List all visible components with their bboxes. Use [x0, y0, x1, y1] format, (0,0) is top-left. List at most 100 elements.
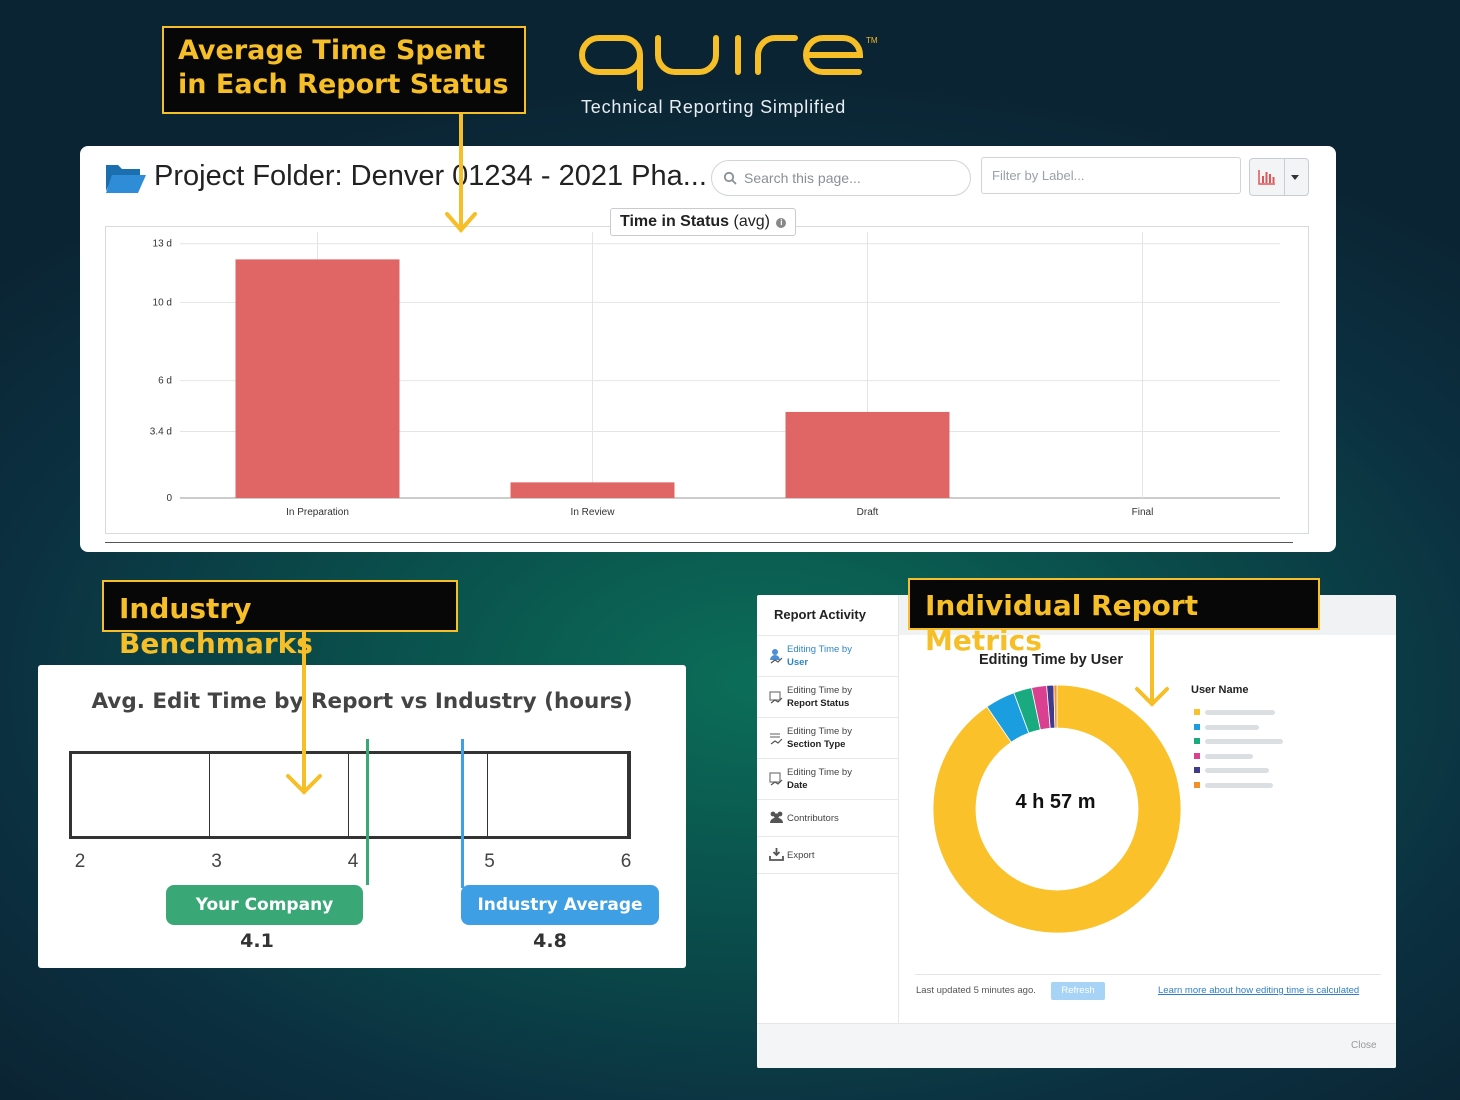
learn-more-link[interactable]: Learn more about how editing time is cal…	[1158, 985, 1360, 996]
sidebar-header: Report Activity	[774, 607, 866, 622]
your-company-badge: Your Company	[166, 885, 363, 925]
callout-individual-report-metrics: Individual Report Metrics	[908, 578, 1320, 657]
scale-tick	[209, 754, 210, 836]
chart-frame: 0 3.4 d 6 d 10 d 13 d In Preparation In Review…	[105, 226, 1309, 534]
chart-title-text: Time in Status	[620, 213, 730, 230]
close-button[interactable]: Close	[1351, 1040, 1377, 1051]
industry-average-value: 4.8	[533, 930, 567, 952]
sidebar-item-export[interactable]: Export	[757, 836, 899, 873]
legend-swatch	[1194, 738, 1200, 744]
donut-chart-title: Editing Time by User	[979, 652, 1123, 668]
legend-name-placeholder	[1205, 739, 1283, 744]
scale-tick	[487, 754, 488, 836]
sidebar-item-label: Editing Time by	[787, 644, 852, 655]
x-tick-label: In Review	[571, 507, 616, 518]
modal-footer	[757, 1023, 1396, 1068]
sidebar-item-label-bold: Report Status	[787, 698, 850, 709]
section-chart-icon	[770, 733, 783, 745]
scale-tick-label: 2	[74, 851, 86, 872]
calendar-chart-icon	[769, 772, 783, 786]
chart-title-suffix: (avg)	[733, 213, 770, 230]
legend-name-placeholder	[1205, 782, 1273, 788]
sidebar-item-label-bold: Section Type	[787, 739, 846, 750]
chevron-down-icon[interactable]	[1291, 175, 1299, 180]
bar[interactable]	[235, 259, 400, 498]
sidebar-item-editing-time-by-date[interactable]: Editing Time by Date	[757, 758, 899, 799]
info-icon[interactable]: i	[776, 218, 787, 228]
time-in-status-panel: Project Folder: Denver 01234 - 2021 Pha.…	[80, 146, 1336, 552]
export-icon	[769, 848, 784, 861]
benchmark-title: Avg. Edit Time by Report vs Industry (ho…	[91, 689, 633, 714]
search-placeholder: Search this page...	[744, 170, 861, 186]
last-updated-text: Last updated 5 minutes ago.	[916, 985, 1036, 996]
donut-slice[interactable]	[1053, 684, 1058, 729]
legend-swatch	[1194, 752, 1200, 759]
sidebar-item-label-bold: User	[787, 657, 809, 668]
y-tick-label: 13 d	[153, 239, 172, 250]
donut-center-total: 4 h 57 m	[1015, 791, 1096, 813]
sidebar-item-editing-time-by-section-type[interactable]: Editing Time by Section Type	[757, 717, 899, 758]
legend-name-placeholder	[1205, 710, 1275, 715]
sidebar-divider	[757, 873, 899, 874]
page-title: Project Folder: Denver 01234 - 2021 Pha.…	[154, 160, 707, 192]
donut-slice[interactable]	[932, 684, 1182, 934]
legend-name-placeholder	[1205, 753, 1253, 759]
x-tick-label: Draft	[857, 507, 879, 518]
callout-line: in Each Report Status	[178, 68, 509, 100]
user-chart-icon	[770, 649, 783, 664]
scale-tick-label: 4	[347, 851, 359, 872]
bar[interactable]	[785, 411, 950, 498]
footer-divider	[915, 974, 1381, 975]
search-icon	[723, 171, 737, 185]
callout-average-time-status: Average Time Spent in Each Report Status	[162, 26, 526, 114]
report-activity-sidebar: Report Activity Editing Time by User Edi…	[757, 595, 899, 1023]
scale-tick-label: 5	[484, 851, 495, 872]
editing-time-donut-chart	[932, 684, 1182, 934]
your-company-value: 4.1	[240, 930, 274, 952]
y-tick-label: 6 d	[158, 376, 172, 387]
button-divider	[1284, 159, 1285, 195]
sidebar-item-label: Contributors	[787, 813, 839, 824]
brand-tagline: Technical Reporting Simplified	[581, 97, 847, 117]
x-tick-label: Final	[1132, 507, 1154, 518]
chart-title: Time in Status (avg) i	[610, 208, 797, 236]
benchmark-scale	[69, 751, 631, 839]
legend-swatch	[1194, 723, 1200, 730]
legend-swatch	[1194, 781, 1200, 788]
legend-swatch	[1194, 709, 1200, 715]
sidebar-item-label: Editing Time by	[787, 726, 852, 737]
filter-placeholder: Filter by Label...	[992, 168, 1085, 183]
bar[interactable]	[510, 482, 675, 498]
y-tick-label: 3.4 d	[150, 427, 172, 438]
sidebar-item-label: Editing Time by	[787, 685, 852, 696]
panel-divider	[105, 542, 1293, 543]
y-tick-label: 10 d	[153, 297, 172, 308]
scale-tick	[348, 754, 349, 836]
filter-by-label-input[interactable]: Filter by Label...	[981, 157, 1241, 194]
chart-type-dropdown[interactable]	[1249, 158, 1309, 196]
sidebar-item-label: Export	[787, 850, 815, 861]
status-chart-icon	[769, 691, 783, 704]
folder-open-icon	[106, 165, 146, 193]
search-input[interactable]: Search this page...	[711, 160, 971, 196]
benchmark-marker-line	[365, 739, 369, 885]
x-tick-label: In Preparation	[286, 507, 349, 518]
report-activity-modal: Report Activity Editing Time by User Edi…	[757, 595, 1396, 1068]
scale-tick-label: 6	[620, 851, 632, 872]
y-tick-label: 0	[166, 493, 172, 504]
legend-title: User Name	[1191, 684, 1249, 696]
industry-average-badge: Industry Average	[461, 885, 659, 925]
refresh-button[interactable]: Refresh	[1051, 982, 1105, 1000]
time-in-status-chart: 0 3.4 d 6 d 10 d 13 d In Preparation In Review…	[150, 232, 1280, 518]
callout-industry-benchmarks: Industry Benchmarks	[102, 580, 458, 660]
sidebar-item-editing-time-by-user[interactable]: Editing Time by User	[757, 635, 899, 676]
scale-tick-label: 3	[211, 851, 222, 872]
sidebar-item-editing-time-by-report-status[interactable]: Editing Time by Report Status	[757, 676, 899, 717]
sidebar-item-label-bold: Date	[787, 780, 808, 791]
trademark-mark: TM	[866, 36, 878, 45]
benchmark-marker-line	[461, 739, 465, 888]
bar-chart-icon	[1258, 170, 1275, 185]
legend-name-placeholder	[1205, 724, 1259, 730]
quire-logo: TM	[579, 35, 878, 91]
sidebar-item-contributors[interactable]: Contributors	[757, 799, 899, 836]
